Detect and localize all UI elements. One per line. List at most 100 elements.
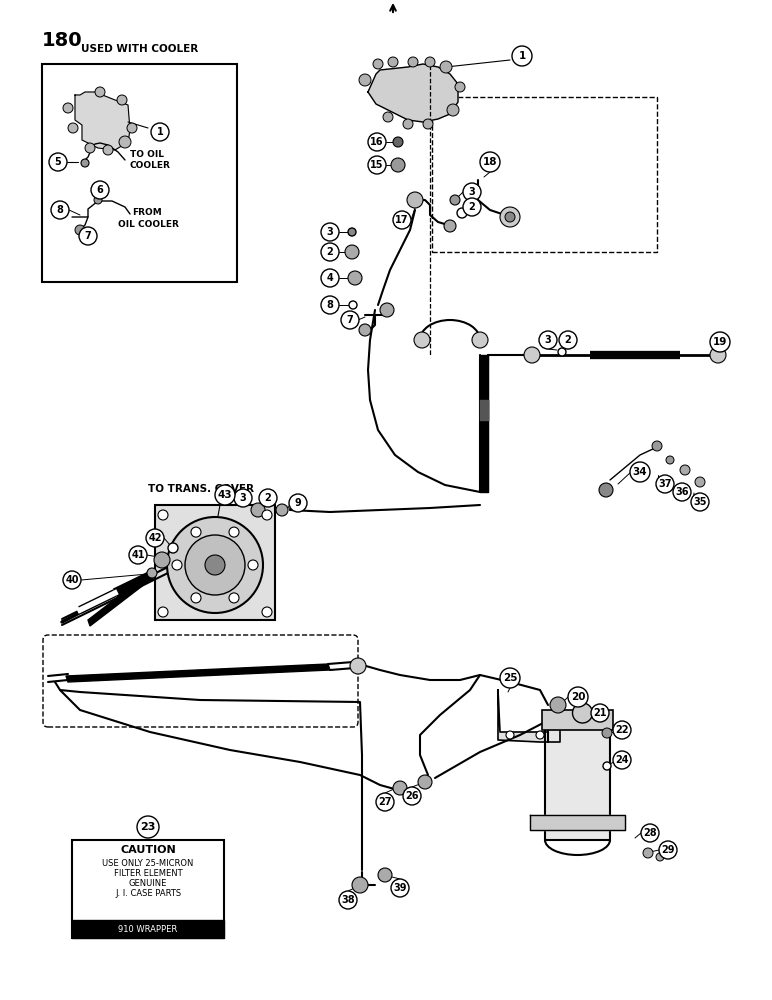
Circle shape bbox=[656, 475, 674, 493]
Text: 2: 2 bbox=[564, 335, 571, 345]
Circle shape bbox=[407, 192, 423, 208]
Circle shape bbox=[168, 543, 178, 553]
Circle shape bbox=[423, 119, 433, 129]
Text: 23: 23 bbox=[141, 822, 156, 832]
Circle shape bbox=[691, 493, 709, 511]
Text: 37: 37 bbox=[659, 479, 672, 489]
Text: 1: 1 bbox=[157, 127, 164, 137]
Circle shape bbox=[403, 787, 421, 805]
Circle shape bbox=[321, 223, 339, 241]
Polygon shape bbox=[530, 815, 625, 830]
Circle shape bbox=[408, 57, 418, 67]
Circle shape bbox=[215, 485, 235, 505]
Circle shape bbox=[127, 123, 137, 133]
Text: 36: 36 bbox=[676, 487, 689, 497]
Text: 20: 20 bbox=[571, 692, 585, 702]
Circle shape bbox=[524, 347, 540, 363]
Circle shape bbox=[710, 347, 726, 363]
Circle shape bbox=[85, 143, 95, 153]
Text: 2: 2 bbox=[327, 247, 334, 257]
Polygon shape bbox=[66, 664, 330, 682]
Text: 2: 2 bbox=[469, 202, 476, 212]
Circle shape bbox=[248, 560, 258, 570]
Polygon shape bbox=[88, 574, 150, 626]
Text: 2: 2 bbox=[265, 493, 272, 503]
Text: 38: 38 bbox=[341, 895, 355, 905]
Circle shape bbox=[51, 201, 69, 219]
Text: 26: 26 bbox=[405, 791, 418, 801]
Circle shape bbox=[251, 503, 265, 517]
Text: 41: 41 bbox=[131, 550, 145, 560]
Circle shape bbox=[352, 877, 368, 893]
Circle shape bbox=[137, 816, 159, 838]
Circle shape bbox=[348, 228, 356, 236]
Text: 7: 7 bbox=[85, 231, 91, 241]
Bar bbox=[72, 920, 224, 938]
Text: TO OIL: TO OIL bbox=[130, 150, 164, 159]
Circle shape bbox=[558, 348, 566, 356]
Circle shape bbox=[378, 868, 392, 882]
Text: 43: 43 bbox=[218, 490, 232, 500]
Circle shape bbox=[191, 527, 201, 537]
Polygon shape bbox=[75, 92, 130, 150]
Text: 5: 5 bbox=[55, 157, 62, 167]
Text: TO TRANS. COVER: TO TRANS. COVER bbox=[148, 484, 254, 494]
Text: 180: 180 bbox=[42, 30, 83, 49]
Circle shape bbox=[425, 57, 435, 67]
Text: 6: 6 bbox=[96, 185, 103, 195]
Text: 8: 8 bbox=[327, 300, 334, 310]
Circle shape bbox=[450, 195, 460, 205]
Text: FILTER ELEMENT: FILTER ELEMENT bbox=[113, 869, 182, 878]
Circle shape bbox=[119, 136, 131, 148]
Circle shape bbox=[457, 208, 467, 218]
Circle shape bbox=[418, 775, 432, 789]
Circle shape bbox=[393, 211, 411, 229]
Text: 17: 17 bbox=[395, 215, 408, 225]
Text: 3: 3 bbox=[469, 187, 476, 197]
Circle shape bbox=[602, 728, 612, 738]
Circle shape bbox=[172, 560, 182, 570]
Circle shape bbox=[472, 332, 488, 348]
Text: 7: 7 bbox=[347, 315, 354, 325]
Circle shape bbox=[603, 762, 611, 770]
Circle shape bbox=[630, 462, 650, 482]
Circle shape bbox=[94, 196, 102, 204]
Text: 35: 35 bbox=[693, 497, 706, 507]
Circle shape bbox=[368, 133, 386, 151]
Circle shape bbox=[393, 781, 407, 795]
Circle shape bbox=[383, 112, 393, 122]
Text: COOLER: COOLER bbox=[130, 161, 171, 170]
Bar bbox=[432, 97, 657, 252]
Circle shape bbox=[559, 331, 577, 349]
Text: 19: 19 bbox=[713, 337, 727, 347]
Circle shape bbox=[652, 441, 662, 451]
Circle shape bbox=[380, 303, 394, 317]
Circle shape bbox=[348, 271, 362, 285]
Circle shape bbox=[350, 658, 366, 674]
Circle shape bbox=[643, 848, 653, 858]
Circle shape bbox=[391, 158, 405, 172]
Circle shape bbox=[376, 793, 394, 811]
Circle shape bbox=[573, 703, 592, 723]
Circle shape bbox=[339, 891, 357, 909]
Circle shape bbox=[63, 103, 73, 113]
Circle shape bbox=[49, 153, 67, 171]
Circle shape bbox=[403, 119, 413, 129]
Circle shape bbox=[368, 156, 386, 174]
Circle shape bbox=[568, 687, 588, 707]
Circle shape bbox=[659, 841, 677, 859]
Circle shape bbox=[613, 751, 631, 769]
Text: OIL COOLER: OIL COOLER bbox=[118, 220, 179, 229]
Text: 16: 16 bbox=[371, 137, 384, 147]
Text: 3: 3 bbox=[544, 335, 551, 345]
Text: GENUINE: GENUINE bbox=[129, 879, 168, 888]
Text: 34: 34 bbox=[633, 467, 647, 477]
Circle shape bbox=[75, 225, 85, 235]
Polygon shape bbox=[498, 690, 560, 742]
Circle shape bbox=[500, 207, 520, 227]
Circle shape bbox=[656, 853, 664, 861]
Circle shape bbox=[666, 456, 674, 464]
Text: 42: 42 bbox=[148, 533, 162, 543]
Text: 1: 1 bbox=[518, 51, 526, 61]
Circle shape bbox=[414, 332, 430, 348]
